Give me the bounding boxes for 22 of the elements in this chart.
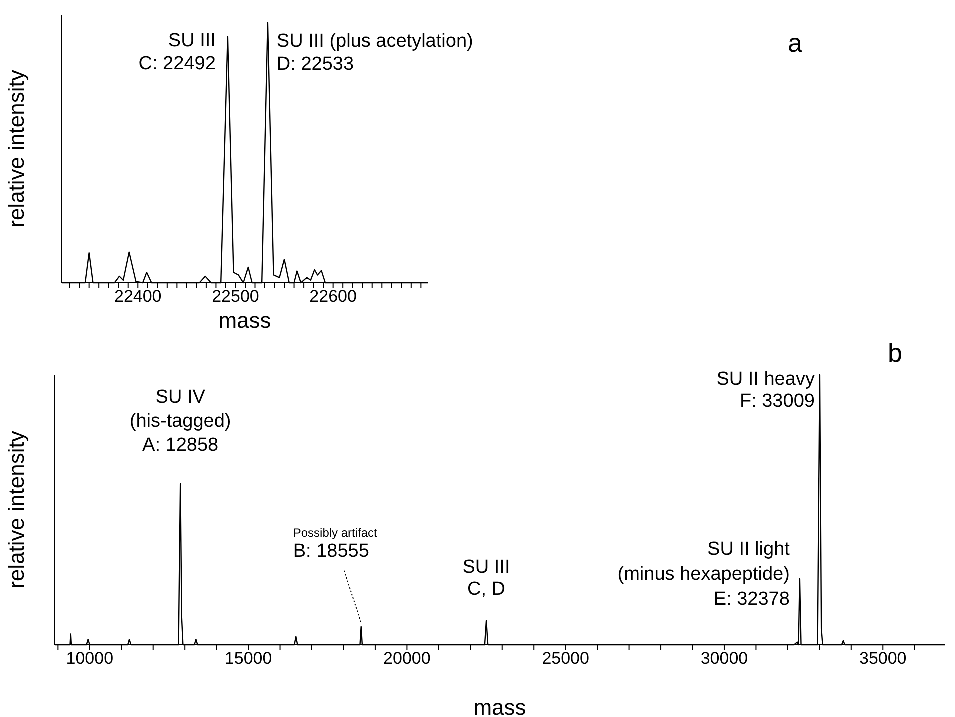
x-tick-label: 35000	[859, 649, 907, 668]
x-axis-title: mass	[218, 308, 272, 333]
x-tick-label: 25000	[542, 649, 590, 668]
x-tick-label: 20000	[384, 649, 431, 668]
x-axis-title: mass	[474, 695, 526, 717]
x-tick-label: 22400	[114, 287, 162, 306]
y-axis-title: relative intensity	[4, 70, 29, 228]
x-tick-label: 22600	[310, 287, 357, 306]
x-tick-label: 15000	[224, 649, 272, 668]
text: b	[888, 338, 902, 369]
annotation: SU II light (minus hexapeptide) E: 32378	[618, 538, 791, 610]
annotation: SU III C, D	[462, 556, 510, 600]
annotation: SU II heavy F: 33009	[716, 369, 816, 412]
x-tick-label: 22500	[212, 287, 260, 306]
annotation: Possibly artifact B: 18555	[293, 526, 378, 562]
annotation: SU IV (his-tagged) A: 12858	[130, 386, 232, 456]
x-tick-label: 10000	[66, 649, 114, 668]
annotation: SU III (plus acetylation) D: 22533	[276, 30, 474, 75]
x-tick-label: 30000	[700, 649, 748, 668]
annotation: SU III C: 22492	[138, 30, 216, 75]
y-axis-title: relative intensity	[4, 431, 29, 589]
text: a	[788, 28, 802, 59]
